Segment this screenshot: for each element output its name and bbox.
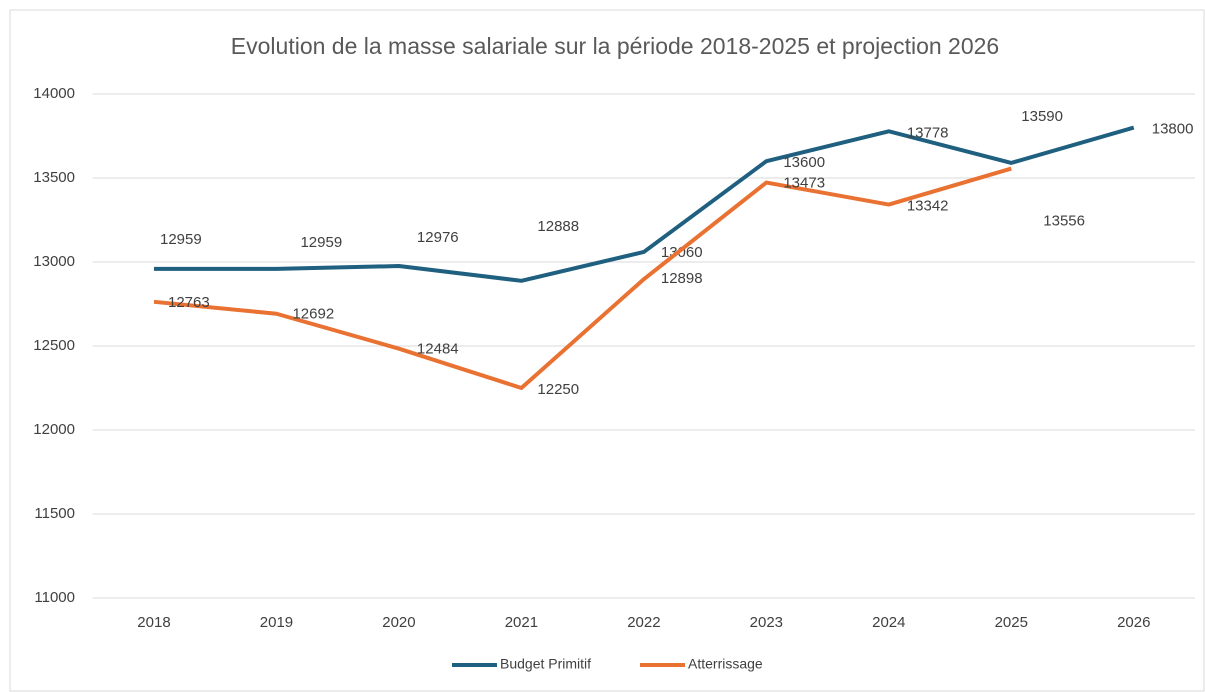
data-label: 12888 [537,218,579,235]
x-tick-label: 2026 [1117,614,1150,631]
legend-label: Atterrissage [688,656,763,672]
chart-title: Evolution de la masse salariale sur la p… [231,33,999,59]
x-tick-label: 2019 [260,614,293,631]
x-tick-label: 2022 [627,614,660,631]
data-label: 13342 [907,198,949,215]
y-tick-label: 13000 [33,253,75,270]
data-label: 12959 [160,231,202,248]
x-tick-label: 2024 [872,614,905,631]
data-label: 12692 [292,306,334,323]
series-line [153,125,1135,283]
data-label: 13556 [1043,213,1085,230]
x-tick-label: 2023 [750,614,783,631]
legend-label: Budget Primitif [500,656,591,672]
data-label: 13590 [1021,108,1063,125]
y-tick-label: 12000 [33,421,75,438]
series-line [153,166,1012,390]
data-label: 12250 [537,381,579,398]
data-label: 12484 [417,341,459,358]
y-tick-label: 14000 [33,85,75,102]
data-label: 13600 [783,154,825,171]
y-tick-label: 11500 [34,505,75,522]
data-label: 12976 [417,229,459,246]
y-tick-label: 11000 [34,589,75,606]
y-tick-label: 13500 [33,169,75,186]
chart-border [9,9,1205,692]
data-label: 12763 [168,294,210,311]
data-label: 13800 [1152,121,1194,138]
data-label: 12898 [661,270,703,287]
data-label: 13778 [907,124,949,141]
x-tick-label: 2025 [995,614,1028,631]
x-tick-label: 2018 [137,614,170,631]
data-label: 13473 [783,175,825,192]
y-tick-label: 12500 [33,337,75,354]
x-tick-label: 2021 [505,614,538,631]
data-label: 12959 [300,234,342,251]
x-tick-label: 2020 [382,614,415,631]
